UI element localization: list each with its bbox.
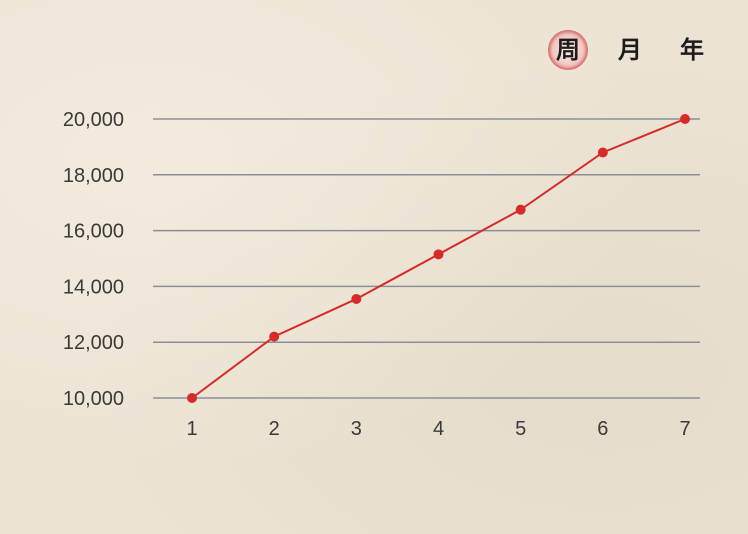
x-tick-label: 7 bbox=[679, 418, 690, 440]
data-point[interactable] bbox=[269, 331, 280, 342]
x-axis-ticks: 1 2 3 4 5 6 7 bbox=[186, 418, 690, 440]
data-point[interactable] bbox=[515, 204, 526, 215]
x-tick-label: 6 bbox=[597, 418, 608, 440]
data-point[interactable] bbox=[433, 249, 444, 260]
grid-lines bbox=[153, 118, 700, 399]
x-tick-label: 1 bbox=[186, 418, 197, 440]
x-tick-label: 2 bbox=[269, 418, 280, 440]
period-tabs: 周 月 年 bbox=[548, 30, 712, 70]
y-tick-label: 14,000 bbox=[63, 276, 124, 298]
data-points bbox=[187, 114, 690, 403]
tab-month[interactable]: 月 bbox=[618, 35, 642, 64]
tab-year[interactable]: 年 bbox=[680, 35, 704, 64]
y-tick-label: 12,000 bbox=[63, 332, 124, 354]
tab-week[interactable]: 周 bbox=[548, 30, 588, 70]
data-point[interactable] bbox=[351, 293, 362, 304]
x-tick-label: 4 bbox=[433, 418, 444, 440]
y-tick-label: 18,000 bbox=[63, 165, 124, 187]
y-tick-label: 10,000 bbox=[63, 388, 124, 410]
data-point[interactable] bbox=[187, 393, 197, 403]
data-point[interactable] bbox=[597, 147, 608, 158]
x-tick-label: 5 bbox=[515, 418, 526, 440]
y-tick-label: 16,000 bbox=[63, 221, 124, 243]
x-tick-label: 3 bbox=[351, 418, 362, 440]
y-tick-label: 20,000 bbox=[63, 109, 124, 131]
data-point[interactable] bbox=[680, 114, 690, 124]
y-axis-ticks: 10,000 12,000 14,000 16,000 18,000 20,000 bbox=[63, 109, 124, 410]
